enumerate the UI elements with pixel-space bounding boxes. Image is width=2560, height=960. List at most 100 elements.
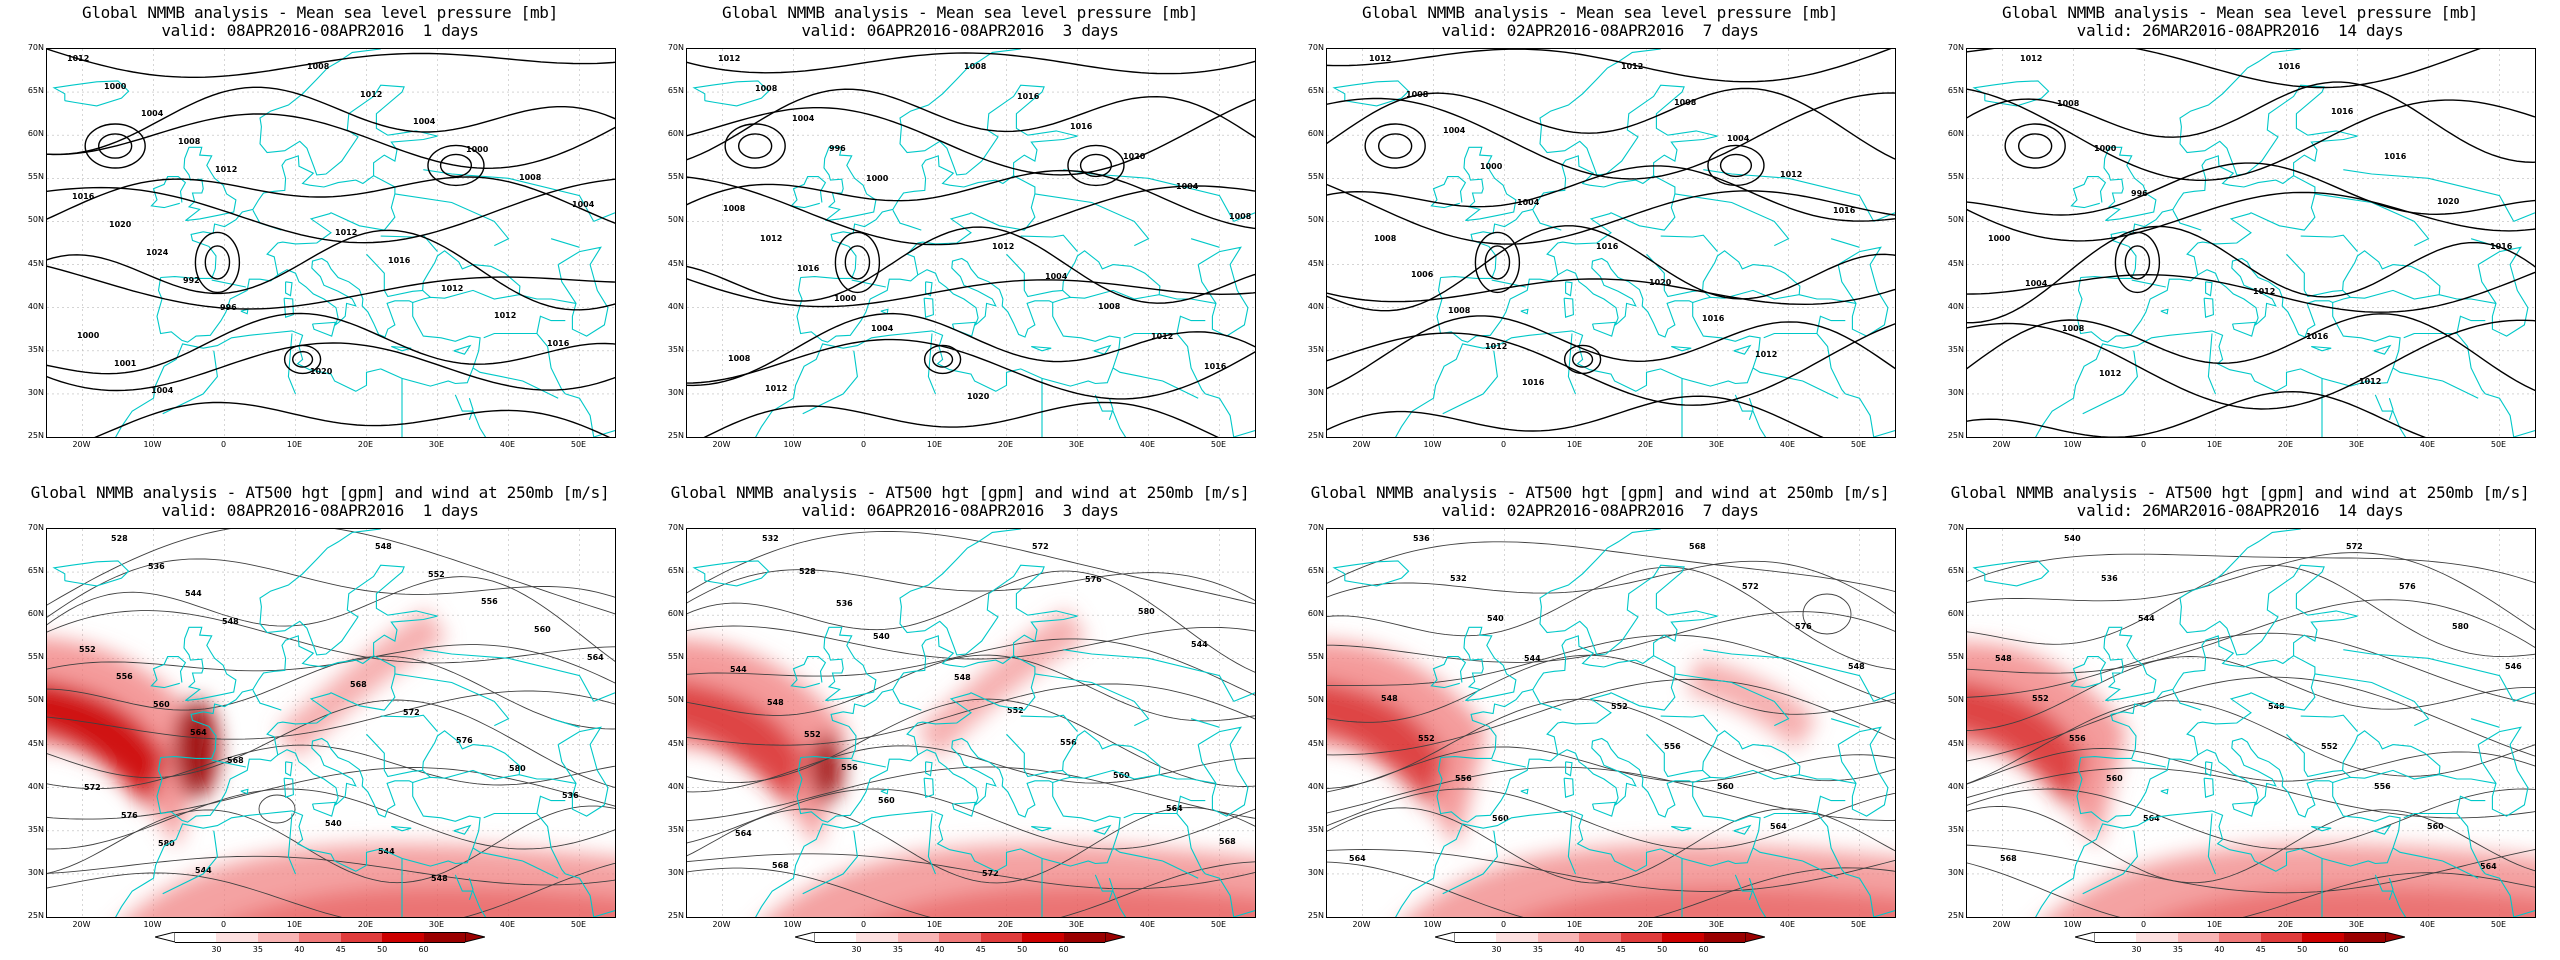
panel-title: Global NMMB analysis - Mean sea level pr…	[2002, 3, 2478, 22]
contour-label: 536	[2101, 574, 2118, 583]
map-area: 536 532 540 544 548 552 556 560 564 568 572 576 548 5…	[1326, 528, 1896, 918]
lon-label: 0	[860, 920, 867, 929]
colorbar-tick: 40	[1574, 945, 1585, 954]
lat-label: 40N	[27, 301, 44, 311]
contour-label: 528	[799, 567, 816, 576]
triangle-icon	[155, 932, 175, 943]
contour-label: 548	[767, 698, 784, 707]
triangle-icon	[465, 932, 485, 943]
contour-label: 1012	[441, 284, 463, 293]
contour-label: 1012	[2359, 377, 2381, 386]
panel-valid-period: valid: 02APR2016-08APR2016 7 days	[1441, 501, 1759, 520]
colorbar-swatch	[1662, 932, 1704, 943]
contour-label: 564	[2480, 862, 2497, 871]
contour-label: 548	[1848, 662, 1865, 671]
lat-label: 70N	[1947, 43, 1964, 52]
contour-label: 1008	[519, 173, 542, 182]
contour-label: 540	[1487, 614, 1504, 623]
coastline-icon	[692, 529, 1255, 917]
contour-label: 560	[2427, 822, 2444, 831]
panel-title: Global NMMB analysis - AT500 hgt [gpm] a…	[30, 483, 610, 502]
contour-label: 564	[587, 653, 604, 662]
contour-label: 548	[1995, 654, 2012, 663]
colorbar-swatch	[2177, 932, 2220, 943]
colorbar-swatch	[939, 932, 981, 943]
lon-label: 20W	[72, 920, 91, 929]
lon-label: 0	[2140, 440, 2147, 449]
contour-label: 1016	[2384, 152, 2407, 161]
lat-label: 30N	[27, 867, 44, 877]
contour-label: 1016	[1833, 206, 1856, 215]
contour-label: 1001	[114, 359, 137, 368]
contour-label: 1012	[335, 228, 357, 237]
map-panel-mslp-1d: Global NMMB analysis - Mean sea level pr…	[0, 0, 640, 480]
contour-label: 1016	[797, 264, 820, 273]
contour-label: 548	[431, 874, 448, 883]
lon-label: 10W	[1423, 440, 1442, 449]
map-panel-z500-7d: Global NMMB analysis - AT500 hgt [gpm] a…	[1280, 480, 1920, 960]
lon-label: 40E	[2419, 440, 2436, 449]
colorbar-swatch	[856, 932, 898, 943]
lon-label: 20W	[1352, 920, 1371, 929]
map-panel-mslp-7d: Global NMMB analysis - Mean sea level pr…	[1280, 0, 1920, 480]
jet-wind-shading	[687, 609, 1255, 917]
contour-label: 1008	[178, 137, 201, 146]
contour-label: 572	[1032, 542, 1049, 551]
contour-label: 1016	[1017, 92, 1040, 101]
contour-label: 576	[456, 736, 473, 745]
lon-label: 10E	[286, 440, 303, 449]
contour-label: 580	[2452, 622, 2469, 631]
lon-label: 10E	[926, 440, 943, 449]
contour-label: 1012	[992, 242, 1014, 251]
lat-label: 60N	[667, 609, 684, 619]
lon-label: 50E	[1210, 440, 1227, 449]
contour-label: 580	[509, 764, 526, 773]
lat-label: 65N	[1307, 566, 1324, 576]
lat-label: 60N	[27, 609, 44, 619]
contour-label: 1004	[1727, 134, 1750, 143]
lat-label: 55N	[667, 172, 684, 182]
contour-label: 1004	[1517, 198, 1540, 207]
lat-label: 70N	[667, 43, 684, 52]
lat-label: 25N	[1947, 431, 1964, 440]
contour-label: 560	[2106, 774, 2123, 783]
lon-label: 20W	[712, 440, 731, 449]
lon-label: 40E	[2419, 920, 2436, 929]
lat-label: 70N	[27, 43, 44, 52]
contour-label: 1012	[360, 90, 382, 99]
lat-label: 55N	[1307, 172, 1324, 182]
lat-label: 45N	[1947, 258, 1964, 268]
lat-label: 45N	[27, 258, 44, 268]
contour-label: 992	[183, 276, 200, 285]
contour-label: 556	[2374, 782, 2391, 791]
lon-label: 0	[1500, 920, 1507, 929]
isobars	[47, 49, 615, 437]
lon-label: 0	[220, 920, 227, 929]
colorbar-swatch	[1579, 932, 1621, 943]
contour-label: 1004	[413, 117, 436, 126]
triangle-icon	[1435, 932, 1455, 943]
contour-label: 1020	[310, 367, 333, 376]
contour-label: 1012	[2253, 287, 2275, 296]
lon-label: 30E	[428, 920, 445, 929]
lat-label: 50N	[1307, 215, 1324, 225]
graticule	[687, 49, 1255, 437]
contour-label: 1024	[146, 248, 169, 257]
lon-label: 20E	[1637, 920, 1654, 929]
contour-label: 1012	[494, 311, 516, 320]
contour-label: 1004	[1176, 182, 1199, 191]
contour-label: 1008	[2057, 99, 2080, 108]
contour-label: 552	[1007, 706, 1024, 715]
colorbar-swatch	[2302, 932, 2344, 943]
lat-label: 25N	[667, 911, 684, 920]
colorbar-tick: 45	[1615, 945, 1626, 954]
lon-label: 50E	[1210, 920, 1227, 929]
colorbar-tick: 50	[2297, 945, 2308, 954]
colorbar-swatch	[1620, 932, 1663, 943]
colorbar-swatch	[340, 932, 383, 943]
colorbar-swatch	[1063, 932, 1105, 943]
wind-speed-colorbar: 30 35 40 45 50 60	[795, 932, 1125, 958]
contour-label: 1020	[109, 220, 132, 229]
wind-speed-colorbar: 30 35 40 45 50 60	[155, 932, 485, 958]
contour-label: 1004	[572, 200, 595, 209]
